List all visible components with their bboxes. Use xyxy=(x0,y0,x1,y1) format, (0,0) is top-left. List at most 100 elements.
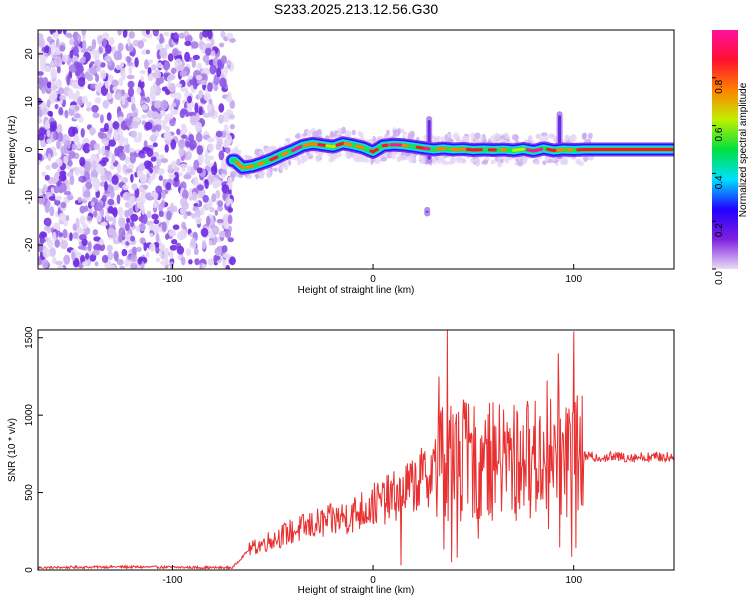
noise-speckle xyxy=(104,79,110,89)
noise-speckle xyxy=(87,45,94,52)
ridge-halo-speck xyxy=(490,159,496,165)
noise-speckle xyxy=(205,47,212,56)
noise-speckle xyxy=(133,112,138,118)
ridge-halo-speck xyxy=(482,139,488,144)
noise-speckle xyxy=(117,145,125,151)
noise-speckle xyxy=(170,109,179,116)
noise-speckle xyxy=(81,56,86,64)
ridge-halo-speck xyxy=(305,129,312,137)
noise-speckle xyxy=(52,132,57,140)
colorbar-ticks: 0.0 0.2 0.4 0.6 0.8 xyxy=(712,77,725,285)
noise-speckle xyxy=(160,109,166,116)
noise-speckle xyxy=(60,201,67,209)
noise-speckle xyxy=(153,219,160,225)
noise-speckle xyxy=(200,206,206,212)
noise-speckle xyxy=(158,175,163,181)
noise-speckle xyxy=(164,132,172,140)
noise-speckle xyxy=(58,232,63,238)
noise-speckle xyxy=(45,217,52,227)
noise-speckle xyxy=(228,207,233,213)
ridge-halo-speck xyxy=(449,157,456,164)
ridge-halo-speck xyxy=(334,130,339,134)
noise-speckle xyxy=(53,185,60,194)
noise-speckle xyxy=(57,30,63,35)
noise-speckle xyxy=(160,254,166,260)
noise-speckle xyxy=(222,252,230,259)
y-tick-label: 10 xyxy=(24,96,35,108)
noise-speckle xyxy=(216,67,222,78)
noise-speckle xyxy=(98,238,105,246)
noise-speckle xyxy=(171,239,178,245)
noise-speckle xyxy=(122,30,128,38)
ridge-halo-speck xyxy=(434,137,439,143)
noise-speckle xyxy=(222,257,227,268)
noise-speckle xyxy=(186,105,193,113)
noise-speckle xyxy=(93,210,98,218)
noise-speckle xyxy=(117,30,122,36)
noise-speckle xyxy=(196,167,203,174)
ridge-halo-speck xyxy=(258,150,264,155)
noise-speckle xyxy=(100,166,105,177)
noise-speckle xyxy=(202,194,209,203)
noise-speckle xyxy=(194,208,201,218)
noise-speckle xyxy=(44,174,50,181)
noise-speckle xyxy=(183,213,188,220)
noise-speckle xyxy=(85,253,90,260)
noise-speckle xyxy=(150,92,156,101)
noise-speckle xyxy=(153,100,162,109)
noise-speckle xyxy=(227,214,233,225)
noise-speckle xyxy=(194,102,199,114)
noise-speckle xyxy=(69,50,74,59)
y-tick-label: 1500 xyxy=(24,326,35,349)
noise-speckle xyxy=(141,205,145,215)
noise-speckle xyxy=(58,212,67,222)
noise-speckle xyxy=(213,254,218,264)
noise-speckle xyxy=(116,194,121,205)
noise-speckle xyxy=(145,49,151,55)
noise-speckle xyxy=(202,54,210,63)
noise-speckle xyxy=(114,93,122,101)
noise-speckle xyxy=(44,65,51,73)
noise-speckle xyxy=(96,66,101,72)
noise-speckle xyxy=(46,81,52,89)
x-tick-label: 0 xyxy=(370,274,376,285)
noise-speckle xyxy=(229,99,236,109)
noise-speckle xyxy=(90,176,97,183)
noise-speckle xyxy=(124,209,130,218)
noise-speckle xyxy=(187,75,193,80)
noise-speckle xyxy=(84,205,88,212)
noise-speckle xyxy=(229,124,235,130)
noise-speckle xyxy=(176,128,181,136)
ridge-halo-speck xyxy=(474,158,479,162)
noise-speckle xyxy=(211,193,217,203)
noise-speckle xyxy=(71,143,77,151)
noise-speckle xyxy=(54,56,63,67)
ridge-halo-speck xyxy=(255,173,259,180)
snr-frame xyxy=(37,329,675,571)
noise-speckle xyxy=(127,80,135,89)
noise-speckle xyxy=(106,92,113,100)
noise-speckle xyxy=(38,159,41,166)
noise-speckle xyxy=(218,230,227,238)
noise-speckle xyxy=(165,182,172,191)
noise-speckle xyxy=(210,38,215,47)
noise-speckle xyxy=(149,85,158,93)
ridge-halo-speck xyxy=(372,135,377,144)
noise-speckle xyxy=(103,122,109,132)
noise-speckle xyxy=(120,219,126,227)
noise-speckle xyxy=(127,44,134,52)
noise-speckle xyxy=(204,149,209,161)
noise-speckle xyxy=(161,221,167,232)
ridge-halo-speck xyxy=(534,160,540,165)
noise-speckle xyxy=(52,231,57,242)
noise-speckle xyxy=(105,44,112,54)
noise-speckle xyxy=(209,207,215,213)
noise-speckle xyxy=(208,155,215,160)
noise-speckle xyxy=(113,50,122,61)
x-tick-label: 0 xyxy=(370,575,376,586)
noise-speckle xyxy=(167,74,176,81)
ridge-halo-speck xyxy=(527,135,534,142)
noise-speckle xyxy=(139,173,148,185)
ridge-halo-speck xyxy=(288,159,292,166)
